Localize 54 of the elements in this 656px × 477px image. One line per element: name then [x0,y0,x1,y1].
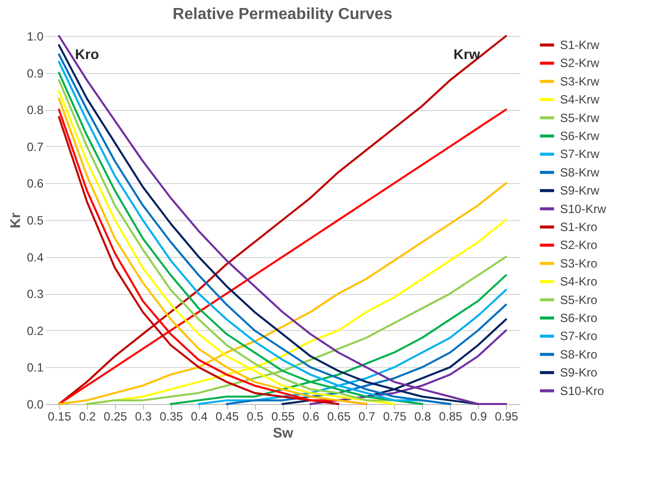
y-tick-label: 0.5 [26,214,44,228]
y-tick-label: 0.0 [26,398,44,412]
y-tick-label: 0.8 [26,103,44,118]
x-tick-label: 0.25 [104,410,128,424]
x-tick-label: 0.55 [271,410,295,424]
y-tick-label: 0.1 [26,360,44,375]
line-series [58,108,508,405]
x-tick-label: 0.95 [494,410,519,424]
y-tick-label: 0.4 [26,250,44,264]
annotation: Krw [454,46,480,62]
legend-label: S7-Krw [560,147,600,162]
x-tick-label: 0.9 [470,410,488,424]
annotation: Kro [75,46,100,62]
x-tick-label: 0.45 [215,410,240,424]
x-tick-label: 0.85 [438,410,463,424]
x-tick-label: 0.15 [48,410,72,424]
x-tick-label: 0.6 [302,410,320,424]
legend-label: S3-Kro [560,256,598,270]
legend-label: S2-Kro [560,238,598,252]
y-axis-title: Kr [6,212,23,228]
y-tick-label: 0.3 [26,287,44,302]
legend-label: S4-Kro [560,274,598,289]
y-tick-label: 1.0 [26,30,44,44]
x-tick-label: 0.3 [134,410,152,424]
y-tick-label: 0.7 [26,140,44,154]
legend-label: S3-Krw [560,74,600,88]
x-tick-label: 0.2 [79,410,96,424]
legend-label: S5-Kro [560,292,598,307]
chart-title: Relative Permeability Curves [172,6,392,23]
legend-label: S8-Krw [560,165,600,180]
legend-label: S9-Kro [560,366,598,380]
legend-label: S8-Kro [560,347,598,362]
x-tick-label: 0.35 [160,410,184,424]
legend-label: S10-Kro [560,384,604,398]
legend-label: S1-Kro [560,220,598,234]
legend-label: S10-Krw [560,202,606,216]
legend-label: S5-Krw [560,110,600,125]
legend-label: S2-Krw [560,56,600,70]
y-tick-label: 0.6 [26,176,44,191]
legend-label: S4-Krw [560,92,600,107]
x-tick-label: 0.65 [327,410,351,424]
x-tick-label: 0.4 [190,410,208,424]
x-tick-label: 0.5 [246,410,264,424]
y-tick-label: 0.9 [26,66,44,80]
legend-label: S7-Kro [560,329,598,344]
x-tick-label: 0.7 [358,410,376,424]
x-tick-label: 0.75 [383,410,407,424]
x-tick-label: 0.8 [414,410,432,424]
x-axis-title: Sw [272,424,294,440]
legend-label: S1-Krw [560,38,600,52]
y-tick-label: 0.2 [26,324,44,338]
legend-label: S9-Krw [560,184,600,198]
legend-label: S6-Kro [560,311,598,325]
legend-label: S6-Krw [560,129,600,143]
